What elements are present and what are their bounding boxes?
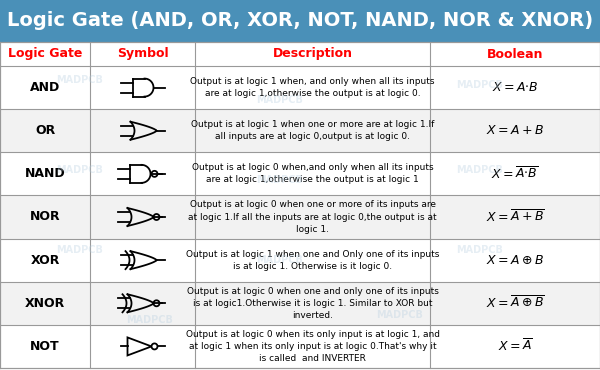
Text: OR: OR [35, 124, 55, 137]
Text: MADPCB: MADPCB [257, 175, 304, 185]
Text: MADPCB: MADPCB [257, 255, 304, 265]
Text: XNOR: XNOR [25, 297, 65, 310]
Text: MADPCB: MADPCB [56, 165, 103, 175]
Text: MADPCB: MADPCB [457, 245, 503, 255]
Text: Logic Gate: Logic Gate [8, 47, 82, 61]
Text: $X = A \oplus B$: $X = A \oplus B$ [486, 254, 544, 267]
Text: Output is at logic 0 when its only input is at logic 1, and
at logic 1 when its : Output is at logic 0 when its only input… [185, 330, 439, 363]
Text: MADPCB: MADPCB [127, 315, 173, 325]
Text: NOT: NOT [30, 340, 60, 353]
Text: MADPCB: MADPCB [377, 310, 424, 320]
Bar [0, 42, 600, 66]
Text: Output is at logic 1 when, and only when all its inputs
are at logic 1,otherwise: Output is at logic 1 when, and only when… [190, 77, 435, 98]
Text: MADPCB: MADPCB [56, 245, 103, 255]
Text: Output is at logic 1 when one or more are at logic 1.If
all inputs are at logic : Output is at logic 1 when one or more ar… [191, 120, 434, 141]
Bar [0, 109, 600, 152]
Bar [0, 66, 600, 109]
Text: NAND: NAND [25, 167, 65, 180]
Bar [0, 325, 600, 368]
Text: NOR: NOR [29, 211, 61, 223]
Bar [0, 152, 600, 195]
Text: Output is at logic 0 when one and only one of its inputs
is at logic1.Otherwise : Output is at logic 0 when one and only o… [187, 287, 439, 320]
Bar [0, 195, 600, 239]
Text: $X = A+B$: $X = A+B$ [486, 124, 544, 137]
Text: AND: AND [30, 81, 60, 94]
Text: $X = \overline{A \oplus B}$: $X = \overline{A \oplus B}$ [485, 295, 544, 311]
Text: Boolean: Boolean [487, 47, 543, 61]
Text: MADPCB: MADPCB [56, 75, 103, 85]
Text: XOR: XOR [31, 254, 59, 267]
Text: Symbol: Symbol [116, 47, 169, 61]
Text: $X = \overline{A{\cdot}B}$: $X = \overline{A{\cdot}B}$ [491, 166, 539, 182]
Bar [0, 0, 600, 42]
Text: Description: Description [272, 47, 353, 61]
Text: $X = A{\cdot}B$: $X = A{\cdot}B$ [491, 81, 538, 94]
Bar [0, 239, 600, 282]
Text: Output is at logic 0 when one or more of its inputs are
at logic 1.If all the in: Output is at logic 0 when one or more of… [188, 200, 437, 233]
Text: $X = \overline{A}$: $X = \overline{A}$ [497, 339, 532, 354]
Text: MADPCB: MADPCB [457, 165, 503, 175]
Text: MADPCB: MADPCB [257, 95, 304, 105]
Text: $X = \overline{A+B}$: $X = \overline{A+B}$ [485, 209, 544, 225]
Text: Output is at logic 0 when,and only when all its inputs
are at logic 1,otherwise : Output is at logic 0 when,and only when … [191, 163, 433, 184]
Text: Output is at logic 1 when one and Only one of its inputs
is at logic 1. Otherwis: Output is at logic 1 when one and Only o… [186, 250, 439, 271]
Text: MADPCB: MADPCB [457, 80, 503, 90]
Bar [0, 282, 600, 325]
Text: Logic Gate (AND, OR, XOR, NOT, NAND, NOR & XNOR): Logic Gate (AND, OR, XOR, NOT, NAND, NOR… [7, 11, 593, 30]
